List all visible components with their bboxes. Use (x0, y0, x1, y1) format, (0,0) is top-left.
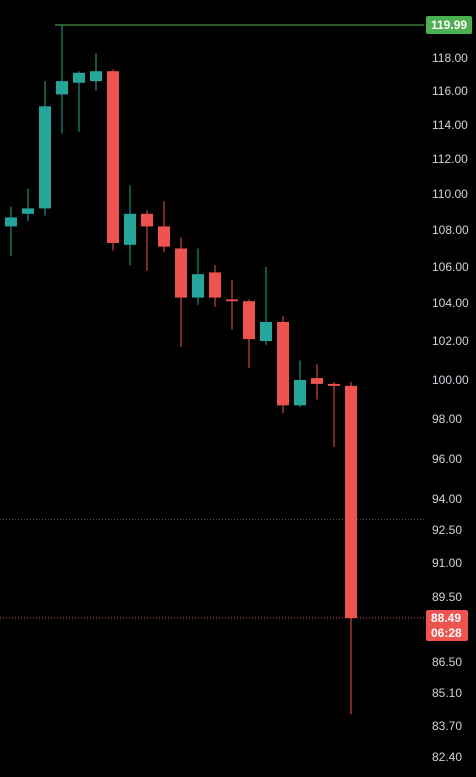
candle (107, 69, 119, 251)
candle (73, 71, 85, 132)
candle-body (328, 383, 340, 386)
y-tick-label: 92.50 (432, 523, 462, 537)
candle (243, 299, 255, 369)
y-tick-label: 110.00 (432, 187, 468, 201)
y-tick-label: 85.10 (432, 686, 462, 700)
y-tick-label: 98.00 (432, 412, 462, 426)
candle (158, 201, 170, 253)
candle (90, 53, 102, 91)
high-price-badge (426, 16, 472, 34)
price-axis[interactable]: 118.00 116.00 114.00 112.00 110.00 108.00 106.… (432, 51, 469, 764)
candle (56, 25, 68, 134)
candle (277, 316, 289, 414)
y-tick-label: 89.50 (432, 590, 462, 604)
y-tick-label: 100.00 (432, 373, 469, 387)
candle (209, 265, 221, 307)
candle-body (311, 378, 323, 384)
candle (294, 360, 306, 408)
candle-body (260, 322, 272, 341)
y-tick-label: 108.00 (432, 223, 469, 237)
candle-body (107, 71, 119, 243)
candle-body (192, 274, 204, 298)
candle-body (124, 213, 136, 245)
last-price-badge (426, 610, 468, 641)
candle (5, 206, 17, 256)
price-badges: 119.99 88.49 06:28 (426, 16, 472, 641)
candle (328, 381, 340, 447)
candle (141, 210, 153, 271)
y-tick-label: 94.00 (432, 492, 462, 506)
candle (39, 81, 51, 216)
candle (260, 267, 272, 345)
y-tick-label: 116.00 (432, 84, 468, 98)
candle-body (141, 213, 153, 227)
y-tick-label: 96.00 (432, 452, 462, 466)
candle (226, 279, 238, 330)
candle-body (294, 380, 306, 406)
y-tick-label: 82.40 (432, 750, 462, 764)
candle-body (22, 208, 34, 214)
y-tick-label: 114.00 (432, 118, 468, 132)
candle-body (226, 299, 238, 302)
candle (22, 188, 34, 221)
high-price-label: 119.99 (431, 18, 467, 32)
candle-body (209, 272, 221, 298)
y-tick-label: 86.50 (432, 655, 462, 669)
candle (124, 185, 136, 266)
candle (192, 248, 204, 305)
y-tick-label: 118.00 (432, 51, 468, 65)
candle-body (90, 71, 102, 82)
candle-countdown: 06:28 (431, 626, 462, 640)
candle-body (158, 226, 170, 247)
candle-body (277, 322, 289, 406)
last-price-label: 88.49 (431, 611, 461, 625)
candle (311, 364, 323, 400)
candle-body (243, 301, 255, 340)
candle-body (39, 106, 51, 209)
candle-body (5, 217, 17, 227)
y-tick-label: 106.00 (432, 260, 469, 274)
y-tick-label: 83.70 (432, 719, 462, 733)
y-tick-label: 104.00 (432, 296, 469, 310)
candles (5, 25, 357, 715)
y-tick-label: 112.00 (432, 152, 468, 166)
candle-body (345, 385, 357, 618)
candle-body (73, 72, 85, 83)
y-tick-label: 102.00 (432, 334, 469, 348)
candle-body (56, 81, 68, 95)
price-levels (0, 24, 424, 619)
candle-body (175, 248, 187, 298)
candle (175, 237, 187, 347)
candle (345, 381, 357, 715)
y-tick-label: 91.00 (432, 556, 462, 570)
